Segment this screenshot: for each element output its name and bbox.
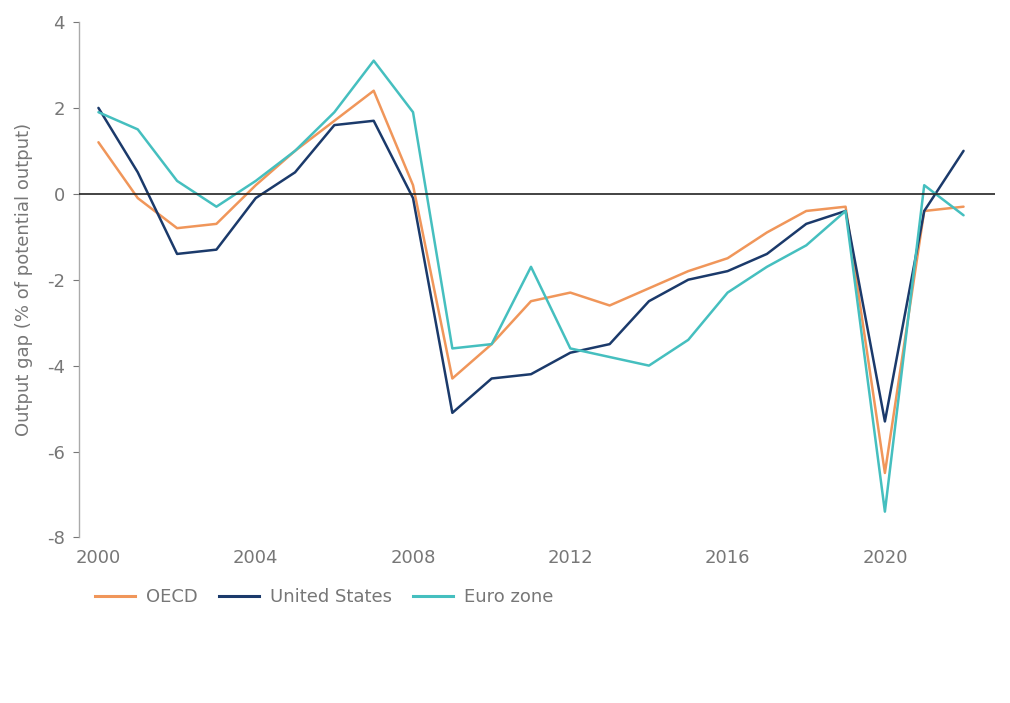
United States: [957, 147, 970, 155]
OECD: [682, 267, 694, 276]
OECD: [407, 181, 419, 189]
OECD: [839, 202, 851, 211]
United States: [446, 408, 459, 417]
Euro zone: [957, 211, 970, 219]
Euro zone: [131, 125, 143, 134]
United States: [800, 219, 812, 228]
United States: [368, 117, 380, 125]
United States: [210, 245, 222, 254]
Euro zone: [839, 207, 851, 215]
United States: [918, 207, 930, 215]
OECD: [643, 284, 655, 292]
United States: [328, 121, 340, 129]
OECD: [92, 138, 104, 146]
Euro zone: [446, 344, 459, 353]
United States: [407, 194, 419, 202]
United States: [289, 168, 301, 176]
OECD: [957, 202, 970, 211]
United States: [761, 250, 773, 258]
Euro zone: [721, 288, 733, 297]
OECD: [486, 340, 498, 349]
Euro zone: [92, 108, 104, 117]
Euro zone: [525, 263, 537, 271]
United States: [839, 207, 851, 215]
Euro zone: [171, 176, 183, 185]
OECD: [328, 117, 340, 125]
United States: [92, 103, 104, 112]
OECD: [879, 469, 891, 477]
Euro zone: [918, 181, 930, 189]
Euro zone: [682, 335, 694, 344]
OECD: [446, 374, 459, 382]
Euro zone: [289, 147, 301, 155]
United States: [643, 297, 655, 305]
United States: [721, 267, 733, 276]
Legend: OECD, United States, Euro zone: OECD, United States, Euro zone: [88, 581, 561, 614]
Euro zone: [328, 108, 340, 117]
OECD: [525, 297, 537, 305]
United States: [682, 276, 694, 284]
OECD: [289, 147, 301, 155]
OECD: [761, 228, 773, 237]
Euro zone: [800, 241, 812, 250]
Euro zone: [407, 108, 419, 117]
Y-axis label: Output gap (% of potential output): Output gap (% of potential output): [15, 123, 33, 437]
Euro zone: [249, 176, 262, 185]
United States: [604, 340, 616, 349]
OECD: [604, 302, 616, 310]
United States: [486, 374, 498, 382]
Euro zone: [210, 202, 222, 211]
Euro zone: [565, 344, 577, 353]
Line: Euro zone: Euro zone: [98, 60, 964, 512]
United States: [525, 370, 537, 378]
OECD: [721, 254, 733, 262]
United States: [565, 349, 577, 357]
OECD: [210, 219, 222, 228]
Line: OECD: OECD: [98, 91, 964, 473]
OECD: [368, 86, 380, 95]
OECD: [171, 224, 183, 233]
Euro zone: [643, 361, 655, 370]
Euro zone: [879, 508, 891, 516]
OECD: [918, 207, 930, 215]
OECD: [800, 207, 812, 215]
OECD: [565, 288, 577, 297]
Euro zone: [486, 340, 498, 349]
OECD: [131, 194, 143, 202]
OECD: [249, 181, 262, 189]
United States: [131, 168, 143, 176]
Line: United States: United States: [98, 108, 964, 421]
Euro zone: [604, 353, 616, 361]
Euro zone: [761, 263, 773, 271]
Euro zone: [368, 56, 380, 65]
United States: [879, 417, 891, 425]
United States: [171, 250, 183, 258]
United States: [249, 194, 262, 202]
